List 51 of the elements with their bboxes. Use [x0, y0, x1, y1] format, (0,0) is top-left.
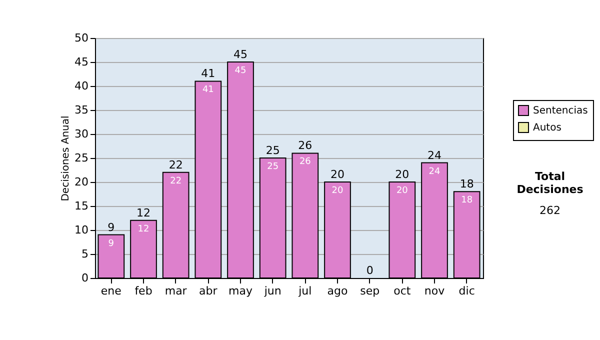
data-label: 24: [428, 166, 440, 177]
legend-label: Autos: [533, 122, 562, 134]
y-axis-title: Decisiones Anual: [60, 116, 72, 202]
y-tick-label: 30: [74, 128, 88, 140]
y-tick-label: 10: [74, 224, 88, 236]
y-tick-label: 35: [74, 104, 88, 116]
x-tick-label: oct: [394, 284, 412, 298]
total-label: 45: [234, 48, 248, 61]
total-label: 22: [168, 158, 183, 172]
legend-label: Sentencias: [533, 106, 588, 116]
total-label: 41: [201, 67, 216, 80]
total-label: 20: [330, 168, 344, 181]
x-tick-label: mar: [164, 284, 188, 298]
y-tick-label: 5: [82, 248, 88, 260]
x-tick-label: ago: [327, 284, 348, 298]
data-label: 26: [299, 157, 312, 168]
y-tick-label: 25: [74, 152, 88, 164]
total-label: 25: [266, 144, 280, 157]
data-label: 20: [332, 186, 344, 196]
data-label: 9: [108, 238, 114, 249]
data-label: 41: [202, 85, 214, 96]
data-label: 18: [461, 196, 473, 206]
text: Total Decisiones: [516, 170, 584, 196]
y-tick-label: 20: [74, 176, 88, 188]
x-tick-label: feb: [134, 284, 152, 298]
data-label: 25: [267, 162, 279, 172]
y-tick-label: 0: [82, 272, 88, 284]
total-label: 26: [298, 139, 312, 152]
data-label: 22: [170, 176, 182, 186]
data-label: 45: [234, 66, 246, 76]
x-tick-label: dic: [458, 284, 475, 298]
total-label: 12: [136, 206, 150, 220]
y-tick-label: 45: [74, 56, 88, 68]
total-label: 20: [395, 168, 410, 181]
x-tick-label: nov: [424, 284, 446, 298]
y-tick-label: 50: [74, 32, 88, 44]
x-tick-label: sep: [360, 284, 380, 298]
x-tick-label: abr: [199, 284, 218, 298]
total-label: 18: [460, 178, 474, 191]
total-label: 0: [366, 264, 374, 277]
x-tick-label: jul: [298, 284, 312, 298]
total-label: 24: [428, 148, 442, 162]
y-tick-label: 15: [74, 200, 88, 212]
text: 262: [538, 204, 562, 217]
total-label: 9: [108, 220, 115, 234]
x-tick-label: ene: [100, 284, 122, 298]
x-tick-label: may: [228, 284, 253, 298]
data-label: 12: [138, 224, 150, 234]
data-label: 20: [396, 186, 408, 196]
y-tick-label: 40: [74, 80, 88, 92]
x-tick-label: jun: [263, 284, 282, 298]
